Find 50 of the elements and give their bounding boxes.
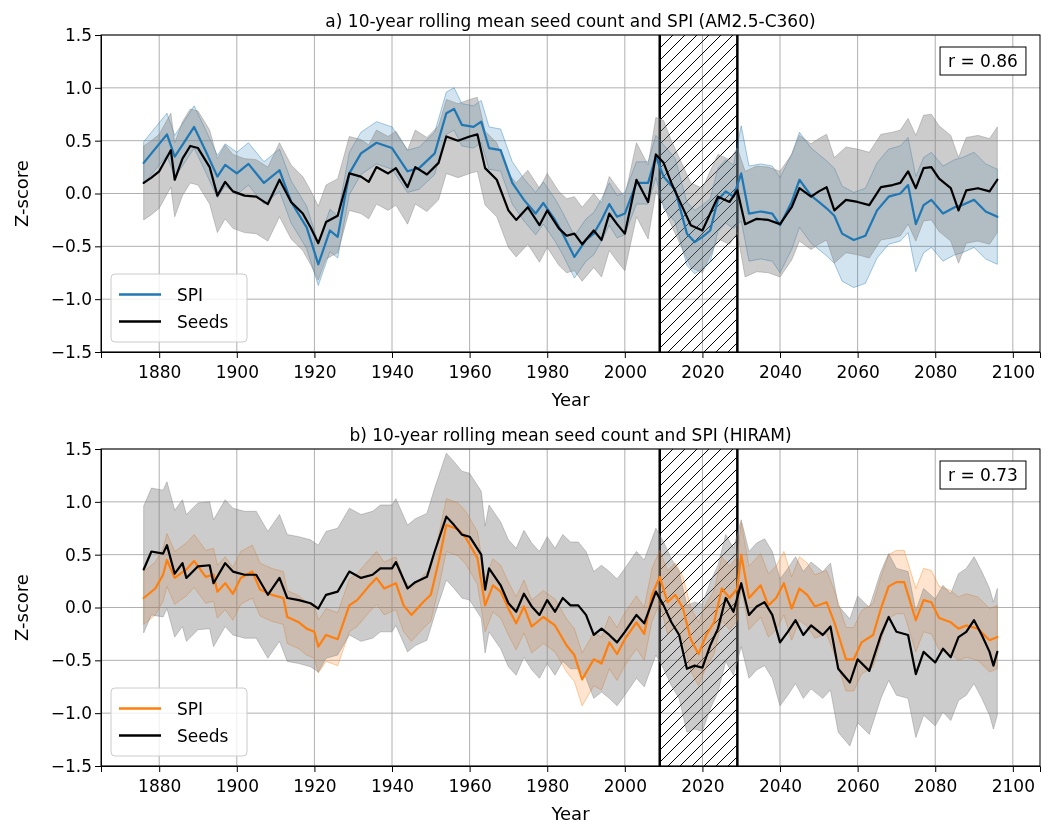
y-tick-label: 1.0 bbox=[64, 77, 92, 98]
x-tick-label: 1880 bbox=[138, 776, 182, 796]
chart-title: b) 10-year rolling mean seed count and SPI (HIRAM) bbox=[349, 425, 792, 445]
x-tick-label: 1940 bbox=[370, 362, 415, 382]
x-tick-label: 2080 bbox=[914, 362, 958, 382]
x-tick-label: 2000 bbox=[603, 776, 647, 796]
legend-label: Seeds bbox=[177, 311, 229, 332]
y-tick-label: 0.0 bbox=[64, 183, 92, 204]
y-tick-label: 1.5 bbox=[64, 438, 92, 459]
annotation: r = 0.86 bbox=[948, 51, 1018, 71]
chart-title: a) 10-year rolling mean seed count and SPI (AM2.5-C360) bbox=[325, 11, 816, 31]
y-tick-label: 0.5 bbox=[64, 130, 92, 151]
y-axis-title: Z-score bbox=[11, 574, 32, 641]
x-tick-label: 2040 bbox=[758, 776, 803, 796]
legend-label: SPI bbox=[177, 284, 204, 305]
x-tick-label: 2020 bbox=[681, 362, 725, 382]
x-tick-label: 2000 bbox=[603, 362, 647, 382]
x-tick-label: 1900 bbox=[215, 776, 259, 796]
y-tick-label: −1.5 bbox=[50, 755, 92, 776]
x-tick-label: 2100 bbox=[991, 362, 1035, 382]
x-tick-label: 1920 bbox=[293, 776, 337, 796]
legend-label: SPI bbox=[177, 698, 204, 719]
annotation: r = 0.73 bbox=[948, 465, 1018, 485]
y-tick-label: 1.0 bbox=[64, 491, 92, 512]
y-tick-label: −0.5 bbox=[50, 236, 92, 257]
x-tick-label: 1940 bbox=[370, 776, 415, 796]
x-axis-title: Year bbox=[550, 389, 591, 410]
x-tick-label: 2100 bbox=[991, 776, 1035, 796]
y-tick-label: 0.5 bbox=[64, 544, 92, 565]
x-tick-label: 2060 bbox=[836, 362, 880, 382]
y-tick-label: −1.5 bbox=[50, 341, 92, 362]
x-tick-label: 1960 bbox=[448, 362, 492, 382]
y-axis-title: Z-score bbox=[11, 160, 32, 227]
y-tick-label: 0.0 bbox=[64, 597, 92, 618]
y-tick-label: −1.0 bbox=[50, 289, 92, 310]
y-tick-label: −1.0 bbox=[50, 703, 92, 724]
y-tick-label: 1.5 bbox=[64, 24, 92, 45]
x-tick-label: 2040 bbox=[758, 362, 803, 382]
x-tick-label: 1960 bbox=[448, 776, 492, 796]
x-tick-label: 1900 bbox=[215, 362, 259, 382]
x-tick-label: 1920 bbox=[293, 362, 337, 382]
x-axis-title: Year bbox=[550, 803, 591, 824]
x-tick-label: 2060 bbox=[836, 776, 880, 796]
y-tick-label: −0.5 bbox=[50, 650, 92, 671]
x-tick-label: 1880 bbox=[138, 362, 182, 382]
x-tick-label: 1980 bbox=[526, 776, 570, 796]
x-tick-label: 1980 bbox=[526, 362, 570, 382]
legend-label: Seeds bbox=[177, 725, 229, 746]
x-tick-label: 2020 bbox=[681, 776, 725, 796]
x-tick-label: 2080 bbox=[914, 776, 958, 796]
